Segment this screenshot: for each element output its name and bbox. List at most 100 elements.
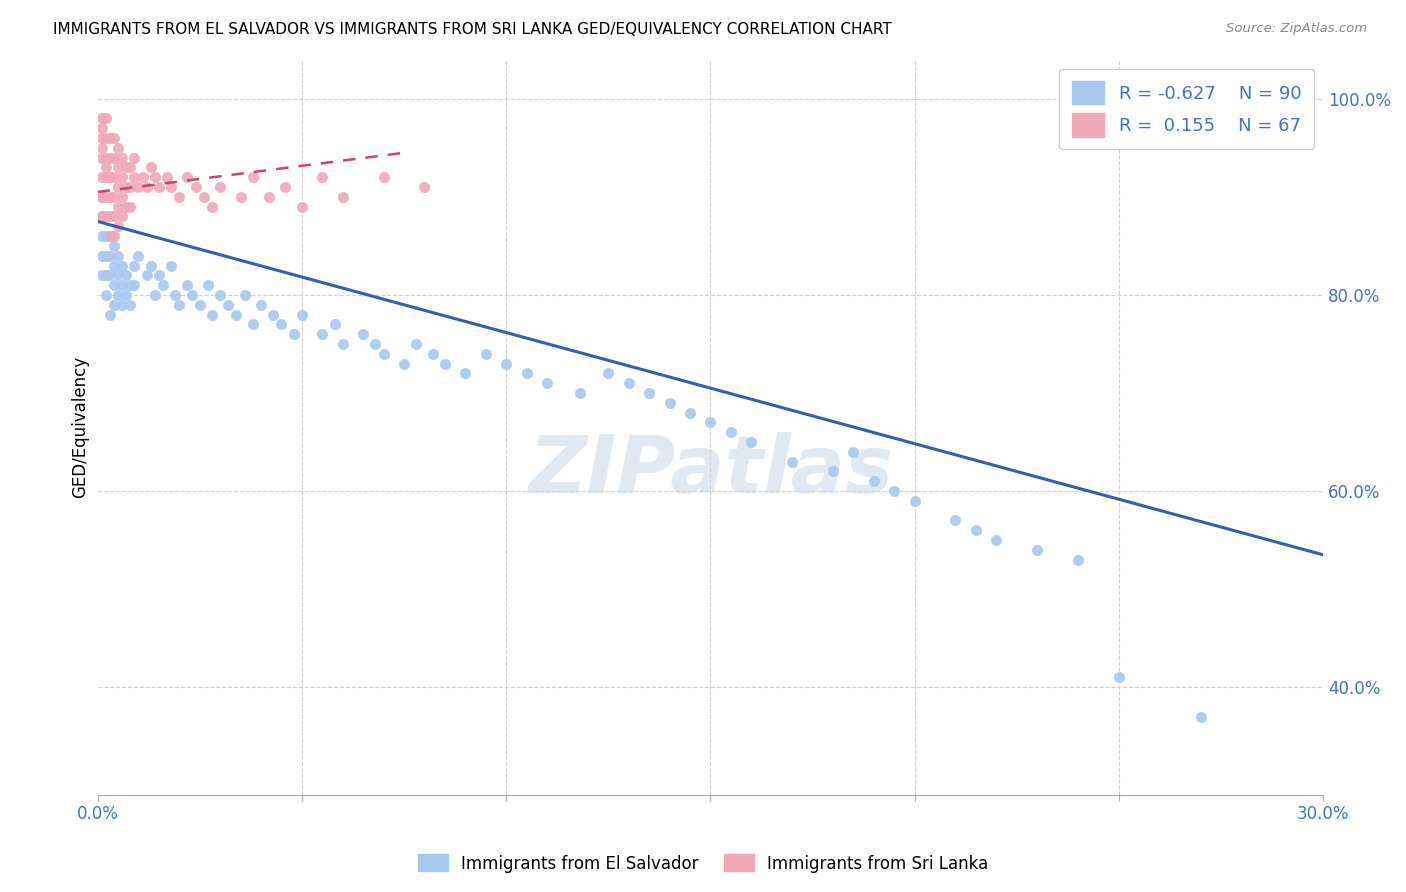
Legend: Immigrants from El Salvador, Immigrants from Sri Lanka: Immigrants from El Salvador, Immigrants … bbox=[411, 847, 995, 880]
Point bbox=[115, 268, 138, 283]
Point bbox=[474, 347, 496, 361]
Point bbox=[120, 161, 142, 175]
Point bbox=[842, 445, 865, 459]
Point bbox=[115, 200, 138, 214]
Point bbox=[103, 298, 125, 312]
Point bbox=[124, 170, 146, 185]
Point bbox=[740, 435, 762, 450]
Point bbox=[720, 425, 742, 440]
Point bbox=[98, 249, 121, 263]
Point bbox=[495, 357, 517, 371]
Point bbox=[1026, 542, 1049, 557]
Point bbox=[94, 151, 117, 165]
Text: ZIPatlas: ZIPatlas bbox=[527, 433, 893, 510]
Point bbox=[111, 151, 134, 165]
Point bbox=[433, 357, 456, 371]
Point bbox=[405, 337, 427, 351]
Point bbox=[94, 210, 117, 224]
Point bbox=[180, 288, 202, 302]
Point bbox=[98, 229, 121, 244]
Point bbox=[103, 170, 125, 185]
Point bbox=[90, 121, 112, 136]
Point bbox=[270, 318, 292, 332]
Point bbox=[139, 161, 162, 175]
Point bbox=[120, 200, 142, 214]
Point bbox=[103, 190, 125, 204]
Point bbox=[107, 249, 129, 263]
Point bbox=[107, 268, 129, 283]
Point bbox=[148, 180, 170, 194]
Point bbox=[148, 268, 170, 283]
Point bbox=[90, 210, 112, 224]
Point bbox=[188, 298, 211, 312]
Point bbox=[201, 308, 224, 322]
Point bbox=[169, 190, 191, 204]
Point bbox=[152, 278, 174, 293]
Point bbox=[679, 406, 702, 420]
Point bbox=[107, 200, 129, 214]
Point bbox=[143, 288, 166, 302]
Point bbox=[120, 180, 142, 194]
Point bbox=[536, 376, 558, 391]
Point bbox=[90, 170, 112, 185]
Point bbox=[139, 259, 162, 273]
Point bbox=[107, 161, 129, 175]
Point bbox=[120, 278, 142, 293]
Point bbox=[94, 170, 117, 185]
Point bbox=[90, 190, 112, 204]
Point bbox=[98, 131, 121, 145]
Point bbox=[94, 288, 117, 302]
Point bbox=[1108, 670, 1130, 684]
Point bbox=[323, 318, 346, 332]
Legend: R = -0.627    N = 90, R =  0.155    N = 67: R = -0.627 N = 90, R = 0.155 N = 67 bbox=[1059, 69, 1315, 149]
Point bbox=[103, 210, 125, 224]
Point bbox=[111, 210, 134, 224]
Point bbox=[90, 210, 112, 224]
Point bbox=[1189, 709, 1212, 723]
Point bbox=[242, 318, 264, 332]
Point bbox=[111, 190, 134, 204]
Point bbox=[124, 259, 146, 273]
Point bbox=[124, 278, 146, 293]
Point bbox=[98, 229, 121, 244]
Point bbox=[201, 200, 224, 214]
Point bbox=[90, 268, 112, 283]
Point bbox=[103, 239, 125, 253]
Point bbox=[197, 278, 219, 293]
Point bbox=[143, 170, 166, 185]
Point bbox=[229, 190, 252, 204]
Point bbox=[135, 180, 157, 194]
Point bbox=[945, 514, 967, 528]
Point bbox=[115, 180, 138, 194]
Point bbox=[94, 268, 117, 283]
Point bbox=[103, 229, 125, 244]
Point bbox=[103, 259, 125, 273]
Point bbox=[98, 210, 121, 224]
Point bbox=[352, 327, 374, 342]
Point bbox=[250, 298, 273, 312]
Point bbox=[780, 455, 803, 469]
Point bbox=[90, 151, 112, 165]
Point bbox=[94, 112, 117, 126]
Point bbox=[242, 170, 264, 185]
Point bbox=[233, 288, 256, 302]
Point bbox=[422, 347, 444, 361]
Point bbox=[169, 298, 191, 312]
Point bbox=[90, 112, 112, 126]
Point bbox=[160, 180, 183, 194]
Point bbox=[904, 494, 927, 508]
Point bbox=[699, 416, 721, 430]
Text: IMMIGRANTS FROM EL SALVADOR VS IMMIGRANTS FROM SRI LANKA GED/EQUIVALENCY CORRELA: IMMIGRANTS FROM EL SALVADOR VS IMMIGRANT… bbox=[53, 22, 893, 37]
Point bbox=[638, 386, 661, 401]
Point bbox=[193, 190, 215, 204]
Point bbox=[103, 131, 125, 145]
Point bbox=[107, 219, 129, 234]
Point bbox=[98, 170, 121, 185]
Point bbox=[217, 298, 239, 312]
Point bbox=[94, 249, 117, 263]
Point bbox=[111, 170, 134, 185]
Point bbox=[98, 308, 121, 322]
Point bbox=[107, 180, 129, 194]
Point bbox=[965, 524, 987, 538]
Point bbox=[176, 278, 198, 293]
